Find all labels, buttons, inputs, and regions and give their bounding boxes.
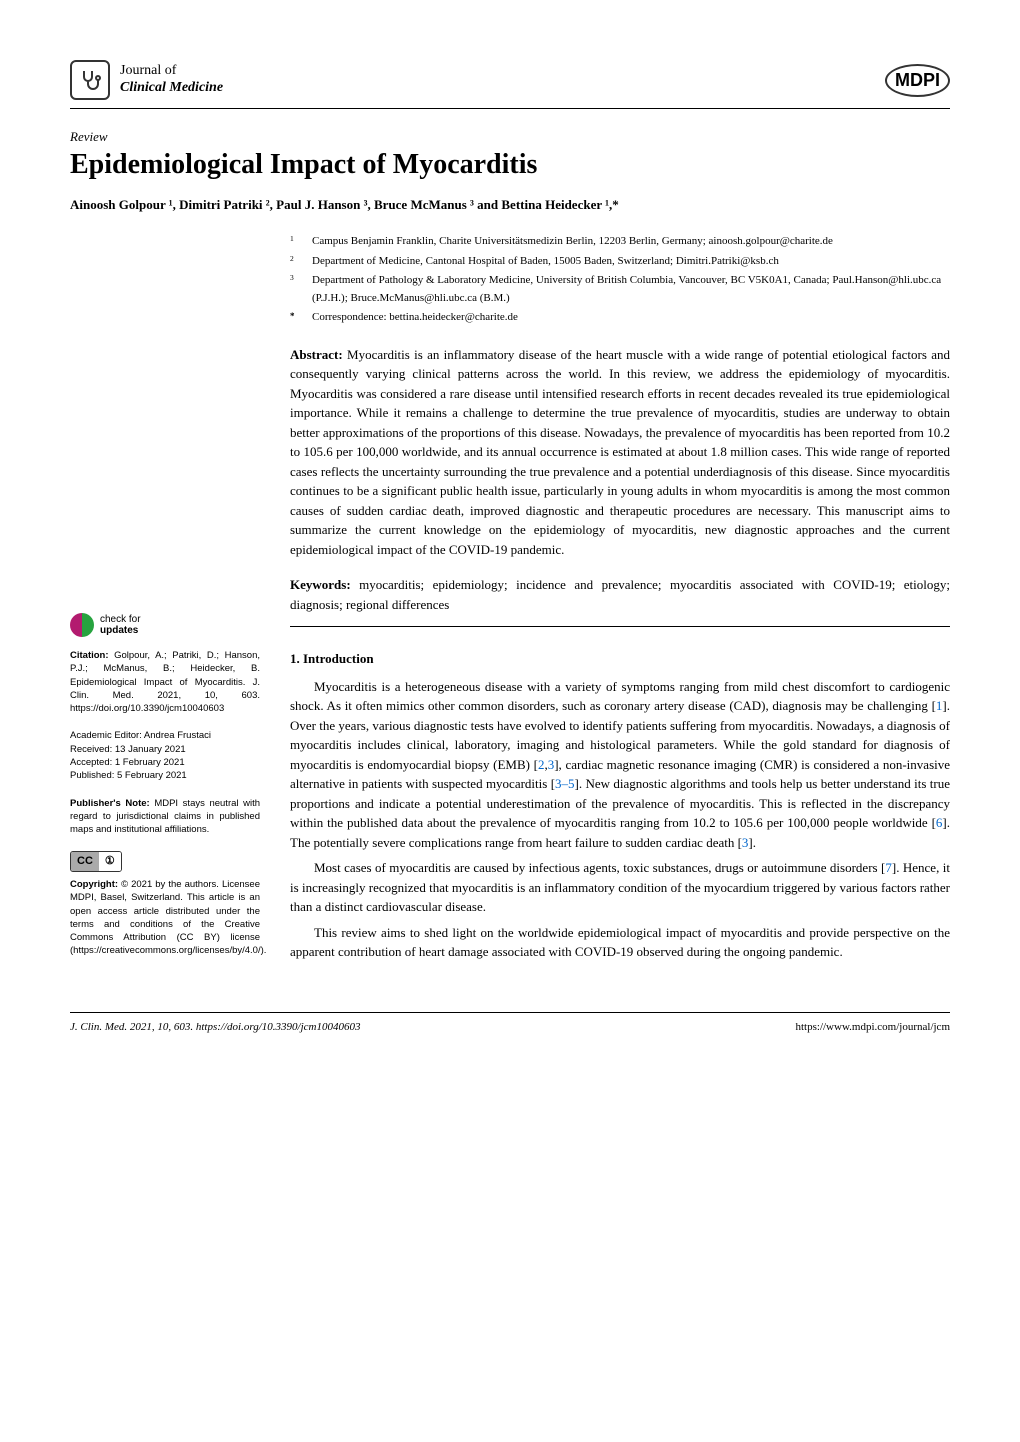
para-text: Most cases of myocarditis are caused by … xyxy=(314,860,885,875)
keywords: Keywords: myocarditis; epidemiology; inc… xyxy=(290,575,950,614)
affiliations: 1 Campus Benjamin Franklin, Charite Univ… xyxy=(290,233,950,327)
accepted: Accepted: 1 February 2021 xyxy=(70,756,260,769)
affiliation-row: 1 Campus Benjamin Franklin, Charite Univ… xyxy=(290,233,950,251)
affil-num: 1 xyxy=(290,233,302,251)
main-columns: check for updates Citation: Golpour, A.;… xyxy=(70,233,950,972)
abstract-label: Abstract: xyxy=(290,347,343,362)
page-footer: J. Clin. Med. 2021, 10, 603. https://doi… xyxy=(70,1012,950,1033)
journal-name: Journal of Clinical Medicine xyxy=(120,63,223,97)
affil-num: 2 xyxy=(290,253,302,271)
sidebar-spacer xyxy=(70,233,260,613)
affil-num: 3 xyxy=(290,272,302,307)
para-text: This review aims to shed light on the wo… xyxy=(290,925,950,960)
affiliation-row: 2 Department of Medicine, Cantonal Hospi… xyxy=(290,253,950,271)
para-text: Myocarditis is a heterogeneous disease w… xyxy=(290,679,950,714)
article-title: Epidemiological Impact of Myocarditis xyxy=(70,149,950,181)
page-header: Journal of Clinical Medicine MDPI xyxy=(70,60,950,109)
footer-right[interactable]: https://www.mdpi.com/journal/jcm xyxy=(796,1021,951,1033)
authors: Ainoosh Golpour ¹, Dimitri Patriki ², Pa… xyxy=(70,197,950,213)
affil-text: Department of Pathology & Laboratory Med… xyxy=(312,272,950,307)
ref-link[interactable]: 3–5 xyxy=(555,776,575,791)
editor: Academic Editor: Andrea Frustaci xyxy=(70,729,260,742)
check-line1: check for xyxy=(100,614,141,625)
copyright-text: © 2021 by the authors. Licensee MDPI, Ba… xyxy=(70,879,266,956)
check-icon-left xyxy=(70,613,82,637)
abstract: Abstract: Myocarditis is an inflammatory… xyxy=(290,345,950,560)
citation-label: Citation: xyxy=(70,650,109,661)
cc-by-badge[interactable]: CC ① xyxy=(70,851,122,872)
section-heading: 1. Introduction xyxy=(290,649,950,669)
abstract-text: Myocarditis is an inflammatory disease o… xyxy=(290,347,950,557)
dates-block: Academic Editor: Andrea Frustaci Receive… xyxy=(70,729,260,782)
affiliation-row: * Correspondence: bettina.heidecker@char… xyxy=(290,309,950,327)
journal-logo-block: Journal of Clinical Medicine xyxy=(70,60,223,100)
journal-name-line1: Journal of xyxy=(120,63,223,80)
copyright-block: Copyright: © 2021 by the authors. Licens… xyxy=(70,878,260,958)
copyright-label: Copyright: xyxy=(70,879,118,890)
body-paragraph: This review aims to shed light on the wo… xyxy=(290,923,950,962)
by-icon: ① xyxy=(99,852,121,871)
check-line2: updates xyxy=(100,625,141,636)
cc-icon: CC xyxy=(71,852,99,871)
keywords-text: myocarditis; epidemiology; incidence and… xyxy=(290,577,950,612)
check-updates-icon xyxy=(70,613,94,637)
affil-text: Correspondence: bettina.heidecker@charit… xyxy=(312,309,518,327)
publishers-note-block: Publisher's Note: MDPI stays neutral wit… xyxy=(70,797,260,837)
publishers-note-label: Publisher's Note: xyxy=(70,798,150,809)
article-type: Review xyxy=(70,129,950,145)
affil-text: Department of Medicine, Cantonal Hospita… xyxy=(312,253,779,271)
affiliation-row: 3 Department of Pathology & Laboratory M… xyxy=(290,272,950,307)
para-text: ]. xyxy=(748,835,756,850)
keywords-label: Keywords: xyxy=(290,577,351,592)
body-paragraph: Most cases of myocarditis are caused by … xyxy=(290,858,950,917)
body-paragraph: Myocarditis is a heterogeneous disease w… xyxy=(290,677,950,853)
footer-left: J. Clin. Med. 2021, 10, 603. https://doi… xyxy=(70,1021,360,1033)
sidebar: check for updates Citation: Golpour, A.;… xyxy=(70,233,260,972)
published: Published: 5 February 2021 xyxy=(70,769,260,782)
affil-num: * xyxy=(290,309,302,327)
affil-text: Campus Benjamin Franklin, Charite Univer… xyxy=(312,233,833,251)
journal-name-line2: Clinical Medicine xyxy=(120,80,223,97)
mdpi-logo: MDPI xyxy=(885,64,950,97)
stethoscope-icon xyxy=(70,60,110,100)
check-updates-badge[interactable]: check for updates xyxy=(70,613,260,637)
main-content: 1 Campus Benjamin Franklin, Charite Univ… xyxy=(290,233,950,972)
section-divider xyxy=(290,626,950,627)
citation-block: Citation: Golpour, A.; Patriki, D.; Hans… xyxy=(70,649,260,715)
received: Received: 13 January 2021 xyxy=(70,743,260,756)
check-icon-right xyxy=(82,613,94,637)
check-updates-text: check for updates xyxy=(100,614,141,636)
